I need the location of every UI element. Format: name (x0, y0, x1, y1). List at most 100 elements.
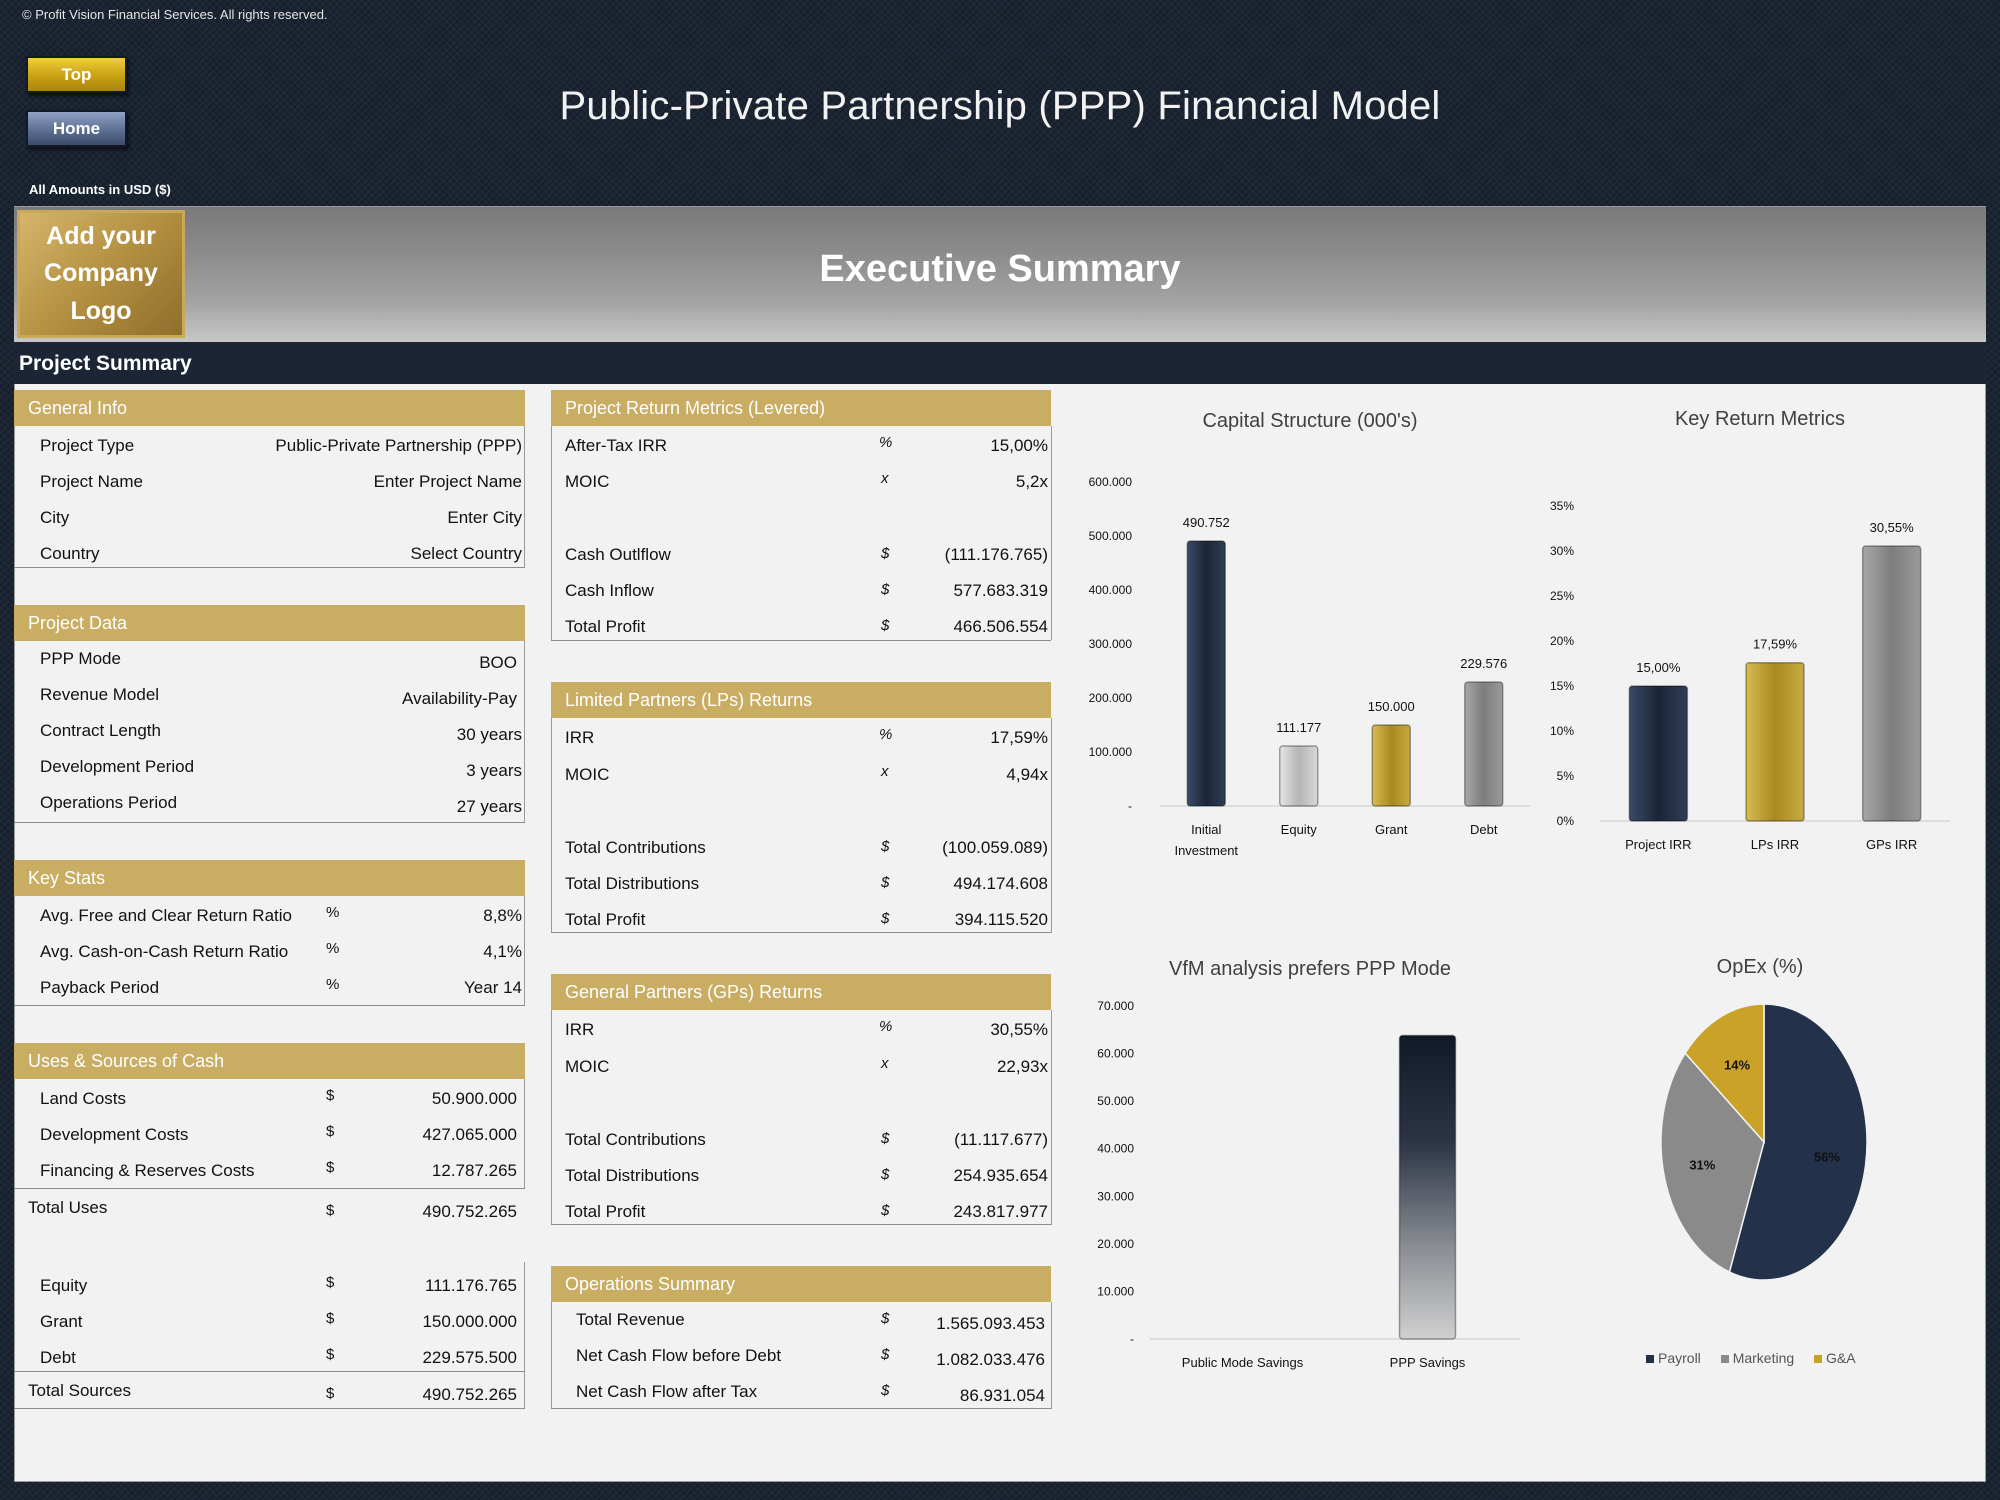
project-summary-bar (14, 342, 1986, 384)
bar (1464, 681, 1504, 807)
y-tick-label: 200.000 (1089, 691, 1133, 705)
table-row: Country Select Country (14, 534, 525, 570)
row-value: 111.176.765 (424, 1276, 517, 1295)
home-button[interactable]: Home (26, 110, 127, 147)
row-label: MOIC (565, 472, 610, 491)
unit-symbol: % (326, 976, 340, 993)
y-tick-label: 70.000 (1097, 999, 1134, 1013)
unit-symbol: $ (326, 1385, 335, 1402)
key-stats-header: Key Stats (14, 860, 525, 896)
table-row: Payback Period % Year 14 (14, 968, 525, 1004)
uses-sources-header: Uses & Sources of Cash (14, 1043, 525, 1079)
unit-symbol: $ (326, 1274, 335, 1291)
category-label: Debt (1470, 822, 1498, 837)
y-tick-label: 50.000 (1097, 1094, 1134, 1108)
legend-label: G&A (1826, 1350, 1856, 1366)
unit-symbol: $ (881, 1166, 890, 1183)
table-row: PPP Mode BOO (14, 641, 525, 677)
row-value[interactable]: 27 years (456, 797, 522, 816)
bar (1371, 724, 1411, 807)
row-value[interactable]: BOO (479, 653, 517, 672)
y-tick-label: 20% (1550, 634, 1574, 648)
data-label: 229.576 (1460, 656, 1507, 671)
row-label: Net Cash Flow before Debt (576, 1346, 782, 1365)
y-tick-label: 10% (1550, 724, 1574, 738)
y-tick-label: - (1130, 1332, 1134, 1346)
section-border (14, 1188, 525, 1189)
row-label: Net Cash Flow after Tax (576, 1382, 758, 1401)
row-value[interactable]: 30 years (456, 725, 522, 744)
row-value[interactable]: Availability-Pay (402, 689, 517, 708)
table-row: Total Contributions $ (11.117.677) (551, 1120, 1051, 1156)
y-tick-label: 300.000 (1089, 637, 1133, 651)
y-tick-label: 15% (1550, 679, 1574, 693)
row-label: Land Costs (40, 1089, 126, 1108)
section-border (551, 1408, 1051, 1409)
table-row: IRR % 17,59% (551, 718, 1051, 754)
y-tick-label: 30% (1550, 544, 1574, 558)
legend-swatch (1646, 1355, 1654, 1363)
row-label: IRR (565, 728, 595, 747)
slice-label: 31% (1689, 1157, 1715, 1172)
unit-symbol: $ (326, 1310, 335, 1327)
unit-symbol: $ (326, 1123, 335, 1140)
y-tick-label: - (1128, 799, 1132, 813)
unit-symbol: $ (881, 1310, 890, 1327)
row-value: 466.506.554 (953, 617, 1048, 636)
y-tick-label: 5% (1557, 769, 1575, 783)
row-label: Equity (40, 1276, 88, 1295)
y-tick-label: 0% (1557, 814, 1575, 828)
company-logo-placeholder[interactable]: Add your Company Logo (17, 210, 185, 338)
row-value: (111.176.765) (944, 545, 1048, 564)
row-value[interactable]: Select Country (410, 544, 523, 563)
y-tick-label: 40.000 (1097, 1142, 1134, 1156)
row-label: Cash Outlflow (565, 545, 671, 564)
row-label: Total Sources (28, 1381, 131, 1400)
row-value: 229.575.500 (422, 1348, 517, 1367)
row-value: 22,93x (996, 1057, 1048, 1076)
row-value[interactable]: Public-Private Partnership (PPP) (275, 436, 522, 455)
legend-swatch (1720, 1355, 1729, 1363)
slice-label: 14% (1724, 1057, 1750, 1072)
row-label: Avg. Cash-on-Cash Return Ratio (40, 942, 289, 961)
unit-symbol: $ (326, 1159, 335, 1176)
row-label: Total Profit (565, 1202, 646, 1221)
category-label: LPs IRR (1751, 837, 1799, 852)
table-row: Grant $ 150.000.000 (14, 1302, 525, 1338)
data-label: 15,00% (1636, 660, 1681, 675)
y-tick-label: 35% (1550, 499, 1574, 513)
table-row: Land Costs $ 50.900.000 (14, 1079, 525, 1115)
top-button[interactable]: Top (26, 56, 127, 93)
row-value[interactable]: Enter Project Name (373, 472, 522, 491)
legend-item: Payroll (1646, 1350, 1701, 1366)
row-label: Payback Period (40, 978, 160, 997)
row-value: 254.935.654 (953, 1166, 1048, 1185)
row-label: Total Contributions (565, 838, 706, 857)
section-border (14, 822, 525, 823)
legend-item: Marketing (1720, 1350, 1794, 1366)
vfm-chart-title: VfM analysis prefers PPP Mode (1169, 958, 1451, 980)
executive-summary-heading: Executive Summary (819, 248, 1181, 290)
row-label: City (40, 508, 70, 527)
row-label: IRR (565, 1020, 595, 1039)
row-label: Country (40, 544, 100, 563)
row-label: Total Uses (28, 1198, 108, 1217)
gp-returns-header: General Partners (GPs) Returns (551, 974, 1051, 1010)
section-border (524, 426, 525, 568)
page-title: Public-Private Partnership (PPP) Financi… (559, 84, 1441, 128)
table-row: Total Profit $ 243.817.977 (551, 1192, 1051, 1228)
total-uses-row: Total Uses $ 490.752.265 (14, 1190, 525, 1226)
unit-symbol: % (879, 434, 893, 451)
operations-summary-header: Operations Summary (551, 1266, 1051, 1302)
table-row: Contract Length 30 years (14, 713, 525, 749)
row-value[interactable]: 3 years (466, 761, 522, 780)
row-value[interactable]: Enter City (447, 508, 522, 527)
data-label: 30,55% (1870, 520, 1915, 535)
y-tick-label: 25% (1550, 589, 1574, 603)
row-value: 30,55% (990, 1020, 1048, 1039)
logo-text-line2: Company Logo (44, 259, 158, 325)
row-label: Avg. Free and Clear Return Ratio (40, 906, 292, 925)
row-label: Development Costs (40, 1125, 189, 1144)
vfm-chart: - 10.000 20.000 30.000 40.000 50.000 60.000 70.… (1097, 999, 1520, 1370)
table-row: Total Profit $ 394.115.520 (551, 900, 1051, 936)
